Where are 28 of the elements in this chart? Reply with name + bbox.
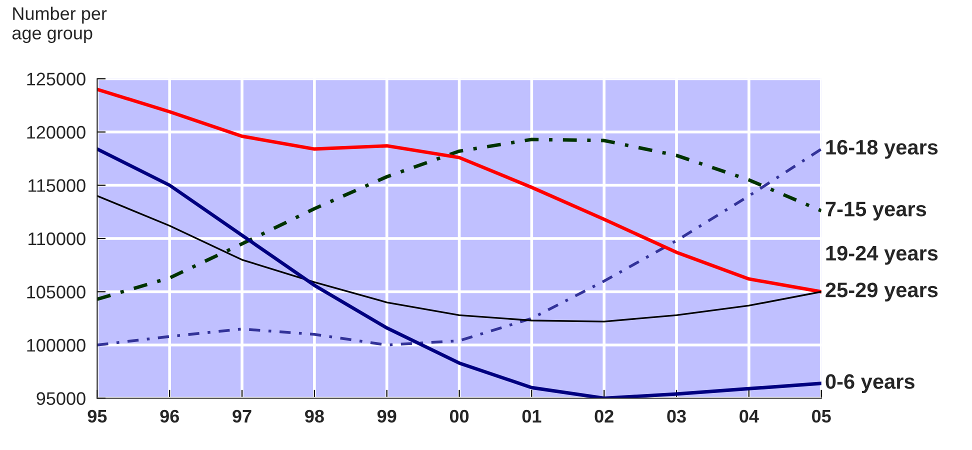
x-tick-label: 04: [740, 410, 759, 423]
x-tick-label: 98: [305, 410, 324, 423]
y-tick-label: 95000: [36, 392, 86, 405]
y-tick-label: 125000: [27, 72, 86, 86]
y-tick-label: 110000: [28, 232, 86, 246]
series-label: 7-15 years: [826, 202, 926, 221]
series-label: 0-6 years: [826, 374, 914, 394]
line-series: [97, 138, 822, 301]
x-tick-label: 02: [594, 410, 614, 423]
x-tick-label: 95: [88, 410, 107, 423]
series-label: 25-29 years: [826, 282, 938, 302]
x-tick-label: 00: [450, 410, 469, 423]
x-tick-label: 99: [377, 410, 396, 423]
y-tick-label: 120000: [27, 126, 86, 139]
y-axis-title: Number per age group: [12, 6, 107, 44]
x-tick-label: 03: [667, 410, 686, 423]
series-label: 16-18 years: [826, 140, 938, 159]
x-tick-label: 96: [160, 410, 180, 423]
y-tick-label: 115000: [28, 179, 86, 192]
y-tick-label: 100000: [27, 338, 86, 352]
x-tick-label: 97: [232, 410, 252, 423]
line-series: [97, 195, 822, 322]
series-label: 19-24 years: [826, 246, 938, 265]
line-series: [97, 148, 822, 346]
x-tick-label: 01: [522, 410, 542, 423]
y-tick-label: 105000: [27, 286, 86, 298]
line-series: [97, 88, 822, 294]
x-tick-label: 05: [812, 410, 831, 423]
